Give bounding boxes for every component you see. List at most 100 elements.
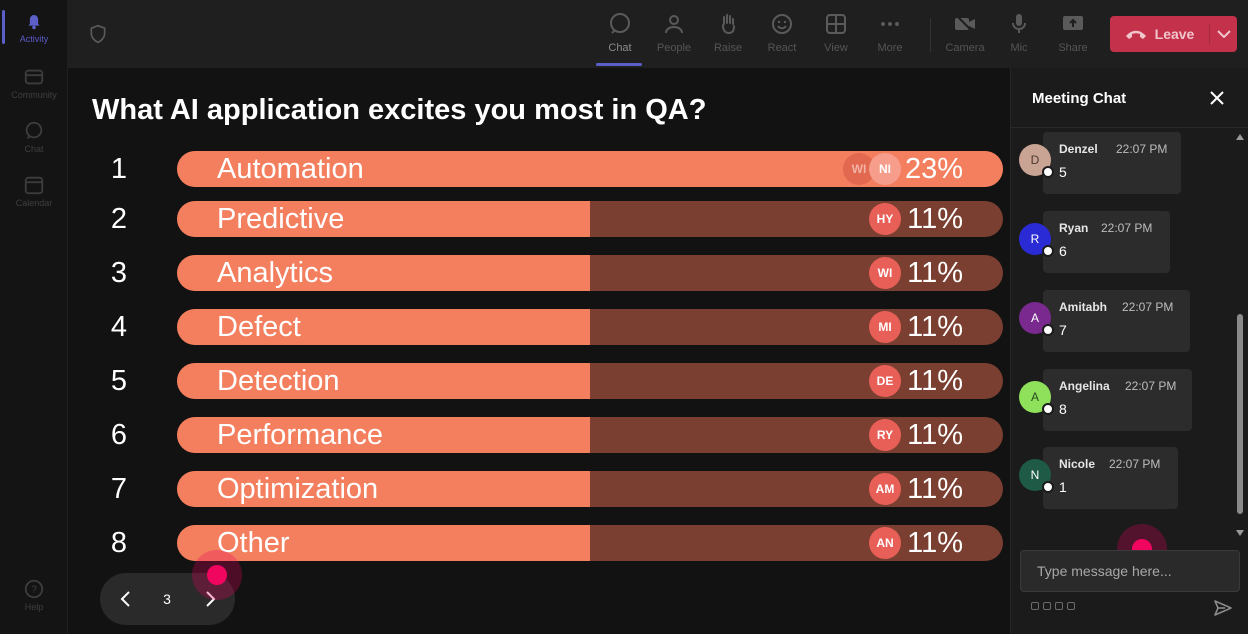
result-bar: Defect 11% MI [177,309,1003,345]
message-text: 5 [1059,164,1067,180]
avatar[interactable]: A [1019,381,1051,413]
option-percent: 11% [907,203,963,235]
message-bubble[interactable]: Nicole 22:07 PM 1 [1043,447,1178,509]
format-toolbar [1031,602,1075,614]
presence-status-icon [1042,245,1054,257]
calendar-icon [24,176,44,195]
voter-avatar: NI [869,153,901,185]
raise-hand-button[interactable]: Raise [702,12,754,62]
raise-label: Raise [713,42,743,54]
poll-option-row: 3 Analytics 11% WI [68,255,1010,291]
leave-options[interactable] [1210,16,1237,52]
people-button[interactable]: People [648,12,700,62]
more-icon [881,22,899,26]
voter-avatar: DE [869,365,901,397]
community-icon [24,69,44,85]
rail-item-calendar[interactable]: Calendar [0,174,68,224]
result-bar: Analytics 11% WI [177,255,1003,291]
result-bar-fill [177,363,590,399]
option-label: Performance [217,419,384,451]
message-time: 22:07 PM [1125,379,1177,393]
scroll-down-icon[interactable] [1236,530,1244,536]
message-bubble[interactable]: Angelina 22:07 PM 8 [1043,369,1192,431]
send-icon[interactable] [1213,598,1233,618]
poll-option-row: 8 Other 11% AN [68,525,1010,561]
voter-avatar: WI [869,257,901,289]
share-button[interactable]: Share [1047,12,1099,62]
sticker-icon[interactable] [1067,602,1075,610]
message-bubble[interactable]: Denzel 22:07 PM 5 [1043,132,1181,194]
shield-icon[interactable] [88,24,108,44]
sender-name: Angelina [1059,379,1110,393]
poll-option-row: 1 Automation 23% WI NI [68,151,1010,187]
rail-item-community[interactable]: Community [0,66,68,116]
active-indicator [2,10,5,44]
option-number: 6 [110,419,128,451]
message-time: 22:07 PM [1122,300,1174,314]
meeting-toolbar: Chat People Raise React View More Camera… [68,0,1248,68]
chevron-left-icon[interactable] [114,587,138,611]
scroll-thumb[interactable] [1237,314,1243,514]
rail-item-activity[interactable]: Activity [0,10,68,60]
camera-off-icon [955,14,975,34]
voter-avatar: AM [869,473,901,505]
rail-label: Help [24,602,44,612]
poll-option-row: 7 Optimization 11% AM [68,471,1010,507]
message-time: 22:07 PM [1116,142,1168,156]
help-icon: ? [24,579,44,599]
message-bubble[interactable]: Amitabh 22:07 PM 7 [1043,290,1190,352]
mic-button[interactable]: Mic [993,12,1045,62]
rail-label: Calendar [15,198,53,208]
people-icon [665,15,683,34]
presence-status-icon [1042,481,1054,493]
chat-scrollbar[interactable] [1234,130,1246,540]
mic-icon [1012,14,1026,33]
more-button[interactable]: More [864,12,916,62]
option-percent: 11% [907,527,963,559]
poll-option-row: 5 Detection 11% DE [68,363,1010,399]
camera-button[interactable]: Camera [939,12,991,62]
result-bar: Performance 11% RY [177,417,1003,453]
view-button[interactable]: View [810,12,862,62]
rail-label: Community [11,90,57,100]
message-text: 6 [1059,243,1067,259]
option-percent: 11% [907,311,963,343]
rail-item-chat[interactable]: Chat [0,120,68,170]
close-icon[interactable] [1207,88,1227,108]
voter-avatar: MI [869,311,901,343]
voter-avatar: AN [869,527,901,559]
option-label: Other [217,527,290,559]
message-text: 8 [1059,401,1067,417]
hand-icon [722,14,735,35]
scroll-up-icon[interactable] [1236,134,1244,140]
rail-item-help[interactable]: ? Help [0,578,68,628]
chat-message-input[interactable] [1020,550,1240,592]
mic-label: Mic [1010,42,1028,54]
result-bar-fill [177,201,590,237]
grid-icon [826,14,846,34]
sender-name: Nicole [1059,457,1096,471]
option-percent: 11% [907,365,963,397]
option-number: 2 [110,203,128,235]
emoji-icon[interactable] [1031,602,1039,610]
toolbar-divider [930,18,931,52]
more-label: More [877,42,903,54]
rail-label: Activity [19,34,49,44]
share-screen-icon [1063,16,1083,30]
option-number: 4 [110,311,128,343]
result-bar-fill [177,417,590,453]
attach-icon[interactable] [1043,602,1051,610]
message-bubble[interactable]: Ryan 22:07 PM 6 [1043,211,1170,273]
leave-button[interactable]: Leave [1110,16,1237,52]
gif-icon[interactable] [1055,602,1063,610]
chat-button[interactable]: Chat [594,12,646,62]
chevron-right-icon[interactable] [198,587,222,611]
leave-main[interactable]: Leave [1110,16,1209,52]
app-rail: Activity Community Chat Calendar ? Help [0,0,68,634]
share-label: Share [1058,42,1088,54]
presence-status-icon [1042,166,1054,178]
camera-label: Camera [945,42,985,54]
active-tab-indicator [596,63,642,66]
sender-name: Denzel [1059,142,1098,156]
react-button[interactable]: React [756,12,808,62]
